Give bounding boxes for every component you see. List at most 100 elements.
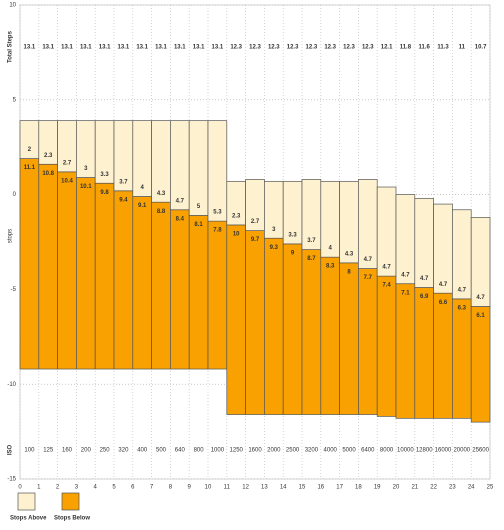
stops-above-label: 4.7: [476, 295, 485, 301]
stops-above-label: 3.7: [119, 179, 128, 185]
stops-above-bar: [433, 203, 453, 294]
stops-below-label: 6.9: [420, 294, 429, 300]
total-label: 13.1: [61, 45, 73, 51]
stops-below-label: 8: [347, 269, 351, 275]
bottom-row-label: ISO: [8, 445, 14, 456]
total-label: 11: [459, 45, 466, 51]
stops-below-label: 9: [291, 250, 295, 256]
x-tick-label: 21: [411, 485, 418, 491]
x-tick-label: 10: [205, 485, 212, 491]
stops-below-label: 9.4: [119, 197, 128, 203]
stops-above-label: 2.7: [251, 219, 260, 225]
stops-below-bar: [433, 292, 453, 419]
x-tick-label: 14: [280, 485, 287, 491]
stops-below-label: 6.1: [476, 313, 485, 319]
iso-label: 800: [194, 448, 205, 454]
total-label: 12.3: [230, 45, 242, 51]
stops-above-label: 4.7: [420, 276, 429, 282]
y-tick-label: 5: [13, 97, 17, 103]
legend-swatch: [17, 492, 36, 511]
stops-below-bar: [264, 237, 284, 415]
stops-below-label: 11.1: [24, 165, 36, 171]
x-tick-label: 16: [317, 485, 324, 491]
stops-below-label: 10.8: [42, 171, 54, 177]
stops-below-bar: [188, 215, 209, 370]
total-label: 12.1: [381, 45, 393, 51]
stops-below-bar: [470, 306, 491, 423]
stops-below-label: 8.4: [176, 216, 185, 222]
total-label: 13.1: [155, 45, 167, 51]
stops-above-bar: [358, 179, 378, 269]
stops-above-bar: [207, 120, 228, 222]
stops-below-bar: [358, 268, 378, 415]
stops-above-label: 4.3: [345, 251, 354, 257]
stops-below-bar: [170, 209, 190, 370]
stops-below-bar: [113, 190, 134, 370]
iso-label: 320: [118, 448, 129, 454]
stops-below-label: 8.3: [326, 264, 335, 270]
stops-below-bar: [376, 275, 397, 417]
x-tick-label: 24: [468, 485, 475, 491]
total-label: 13.1: [136, 45, 148, 51]
total-label: 12.3: [249, 45, 261, 51]
iso-label: 2000: [267, 448, 281, 454]
total-label: 13.1: [42, 45, 54, 51]
total-label: 12.3: [362, 45, 374, 51]
stops-below-label: 10.1: [80, 184, 92, 190]
stops-below-label: 9.3: [270, 245, 279, 251]
stops-above-label: 3: [84, 166, 88, 172]
stops-below-bar: [207, 220, 228, 370]
iso-label: 6400: [361, 448, 375, 454]
total-label: 13.1: [174, 45, 186, 51]
stops-below-bar: [414, 287, 434, 419]
x-tick-label: 11: [224, 485, 231, 491]
stops-above-label: 5.3: [213, 210, 222, 216]
stops-below-label: 8.1: [194, 222, 203, 228]
x-tick-label: 0: [18, 485, 22, 491]
iso-label: 100: [24, 448, 35, 454]
stops-above-label: 4.3: [157, 191, 166, 197]
stops-below-bar: [301, 249, 322, 415]
stops-below-label: 9.1: [138, 203, 147, 209]
stops-above-label: 4.7: [458, 287, 467, 293]
stops-below-bar: [282, 243, 303, 415]
x-tick-label: 12: [242, 485, 249, 491]
iso-label: 20000: [453, 448, 470, 454]
stops-below-label: 8.8: [157, 209, 166, 215]
stops-above-label: 2.3: [232, 214, 241, 220]
iso-label: 400: [137, 448, 148, 454]
total-label: 13.1: [24, 45, 36, 51]
x-tick-label: 8: [169, 485, 173, 491]
stops-below-bar: [320, 256, 340, 415]
stops-above-bar: [470, 217, 491, 307]
total-label: 11.6: [419, 45, 431, 51]
y-tick-label: 10: [9, 3, 16, 9]
x-tick-label: 18: [355, 485, 362, 491]
stops-below-label: 9.8: [100, 190, 109, 196]
top-row-label: Total Steps: [8, 30, 14, 63]
stops-above-bar: [376, 186, 397, 277]
total-label: 13.1: [193, 45, 205, 51]
iso-label: 200: [81, 448, 92, 454]
stops-above-label: 3.3: [100, 172, 109, 178]
total-label: 10.7: [475, 45, 487, 51]
x-tick-label: 22: [430, 485, 437, 491]
stops-below-bar: [339, 262, 359, 415]
x-tick-label: 1: [37, 485, 41, 491]
stops-above-bar: [170, 120, 190, 211]
stops-below-bar: [132, 196, 152, 370]
iso-label: 5000: [342, 448, 356, 454]
iso-label: 1600: [248, 448, 262, 454]
total-label: 13.1: [80, 45, 92, 51]
x-tick-label: 6: [131, 485, 135, 491]
stops-above-label: 3.3: [288, 232, 297, 238]
stops-below-label: 9.7: [251, 237, 260, 243]
x-tick-label: 23: [449, 485, 456, 491]
stops-above-label: 5: [197, 204, 201, 210]
stops-above-bar: [452, 209, 472, 300]
stops-below-bar: [38, 163, 58, 370]
y-tick-label: 0: [13, 192, 17, 198]
x-tick-label: 17: [336, 485, 343, 491]
y-axis-label: stops: [8, 229, 14, 243]
iso-label: 12800: [416, 448, 433, 454]
